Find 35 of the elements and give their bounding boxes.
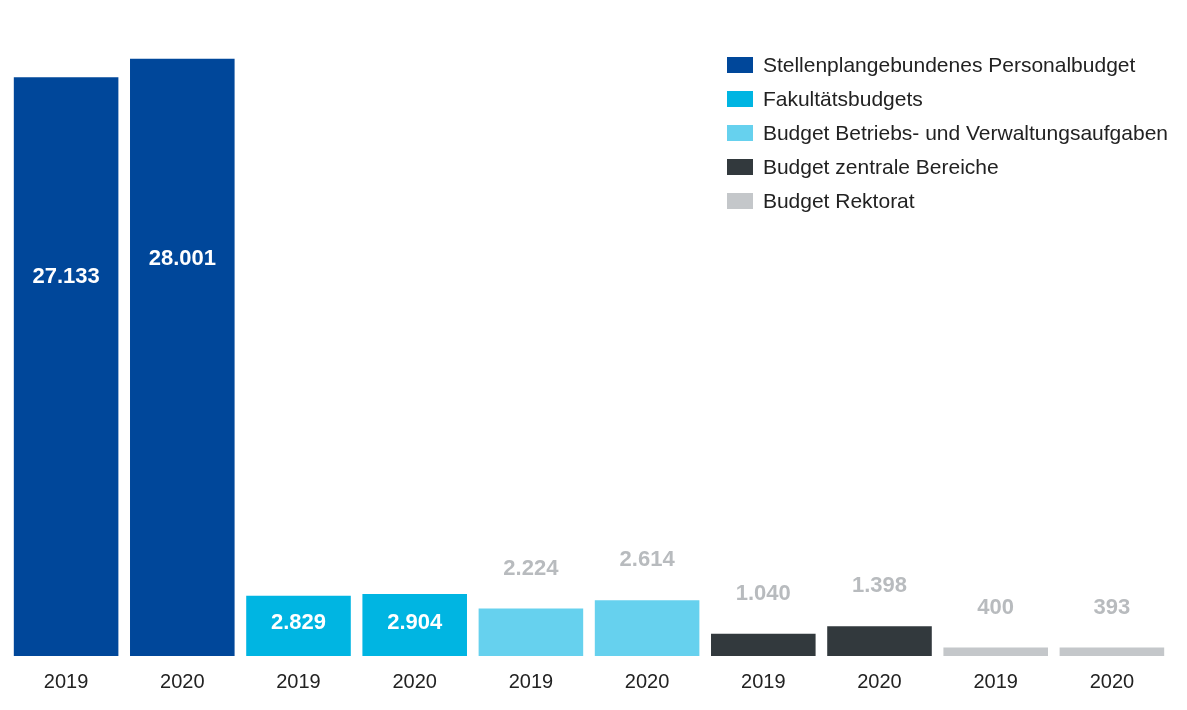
legend-label: Stellenplangebundenes Personalbudget xyxy=(762,53,1136,77)
data-label: 2.904 xyxy=(387,609,443,635)
data-label: 2.829 xyxy=(270,609,327,635)
legend-label: Budget zentrale Bereiche xyxy=(762,155,999,179)
data-label: 2.224 xyxy=(503,554,560,580)
legend-label: Budget Betriebs- und Verwaltungsaufgaben xyxy=(762,121,1168,145)
x-tick-label: 2019 xyxy=(276,669,321,692)
x-tick-label: 2019 xyxy=(43,669,89,692)
bar xyxy=(362,594,467,656)
bar xyxy=(827,626,932,656)
bar xyxy=(478,608,584,656)
data-label: 393 xyxy=(1093,593,1131,619)
data-label: 1.398 xyxy=(851,572,908,598)
x-tick-label: 2019 xyxy=(973,669,1018,692)
legend-label: Budget Rektorat xyxy=(762,189,915,213)
bar xyxy=(943,647,1048,656)
data-label: 28.001 xyxy=(148,244,216,270)
legend-label: Fakultätsbudgets xyxy=(762,87,923,111)
bar xyxy=(594,600,700,656)
bar xyxy=(711,633,816,656)
data-label: 2.614 xyxy=(619,546,676,572)
data-label: 400 xyxy=(977,593,1015,619)
bar xyxy=(13,77,119,656)
x-tick-label: 2020 xyxy=(1089,669,1135,692)
x-tick-label: 2020 xyxy=(160,669,205,692)
bar xyxy=(130,58,235,656)
x-tick-label: 2019 xyxy=(508,669,554,692)
x-tick-label: 2019 xyxy=(741,669,786,692)
x-tick-label: 2020 xyxy=(392,669,437,692)
x-tick-label: 2020 xyxy=(857,669,902,692)
data-label: 1.040 xyxy=(735,579,791,605)
bar xyxy=(1059,647,1165,656)
x-tick-label: 2020 xyxy=(624,669,670,692)
bar xyxy=(246,595,351,656)
data-label: 27.133 xyxy=(32,263,100,289)
